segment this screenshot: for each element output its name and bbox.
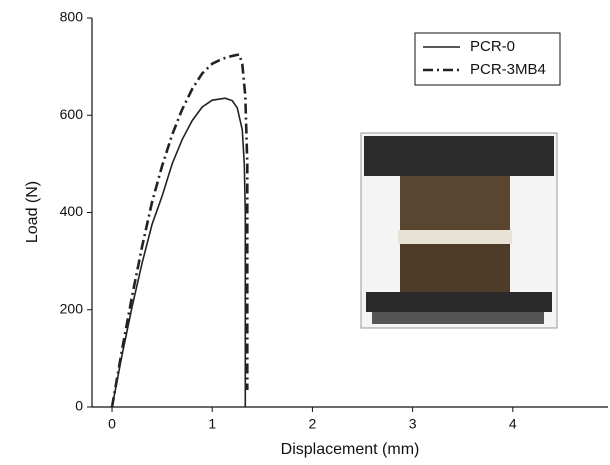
legend-label: PCR-0 [470, 38, 515, 55]
series-line [110, 52, 249, 408]
y-tick-label: 200 [60, 300, 84, 316]
inset-photo [360, 132, 558, 329]
x-tick-label: 2 [309, 416, 317, 432]
x-tick-label: 4 [509, 416, 517, 432]
legend [414, 32, 561, 86]
y-tick-label: 600 [60, 106, 84, 122]
x-tick-label: 3 [409, 416, 417, 432]
x-tick-label: 1 [208, 416, 216, 432]
legend-label: PCR-3MB4 [470, 61, 546, 78]
y-axis-title: Load (N) [24, 181, 41, 243]
y-tick-label: 800 [60, 9, 84, 25]
x-axis-title: Displacement (mm) [281, 441, 420, 458]
y-tick-label: 0 [75, 398, 83, 414]
x-tick-label: 0 [108, 416, 116, 432]
series-line [111, 97, 247, 408]
y-tick-label: 400 [60, 203, 84, 219]
